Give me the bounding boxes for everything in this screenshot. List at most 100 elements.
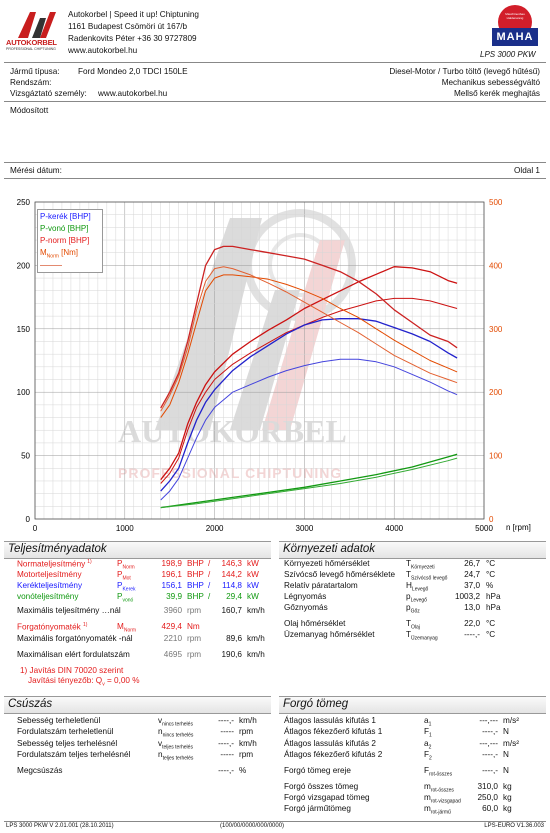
- mass-row-unit: N: [503, 750, 509, 759]
- perf-row-value-kw: 114,8: [222, 581, 242, 590]
- engine-desc: Diesel-Motor / Turbo töltő (levegő hűtés…: [389, 67, 540, 76]
- slip-row-unit: rpm: [239, 750, 254, 759]
- env-row-value: 1003,2: [454, 592, 480, 601]
- env-row-symbol: pLevegő: [406, 592, 427, 604]
- left-logo-text: AUTOKORBEL: [6, 38, 57, 47]
- perf-row-unit-bhp: BHP: [187, 559, 204, 568]
- series-line: [160, 453, 458, 509]
- perf-row-unit-kw: kW: [247, 570, 259, 579]
- din-line-2: Javítási tényezőb: Qv = 0,00 %: [28, 676, 140, 688]
- max-power-rpm-unit: rpm: [187, 606, 202, 615]
- slip-row-value: ----,-: [218, 766, 234, 775]
- drive-desc: Mellső kerék meghajtás: [453, 89, 540, 98]
- max-power-speed-unit: km/h: [247, 606, 265, 615]
- x-tick-label: 4000: [385, 524, 403, 533]
- series-line: [160, 297, 458, 484]
- company-line: Autokorbel | Speed it up! Chiptuning: [68, 10, 199, 19]
- slip-row-symbol: vteljes terhelés: [158, 739, 193, 751]
- env-row-symbol: TSzívócső levegő: [406, 570, 448, 582]
- watermark-bottom: PROFESSIONAL CHIPTUNING: [118, 465, 342, 481]
- max-torque-speed: 89,6: [226, 634, 242, 643]
- env-row-unit: °C: [486, 619, 496, 628]
- mass-row-value: 310,0: [477, 782, 499, 791]
- perf-row-symbol: PMot: [117, 570, 131, 582]
- perf-row-slash: /: [208, 592, 211, 601]
- max-torque-speed-unit: km/h: [247, 634, 265, 643]
- mass-row-value: ----,-: [482, 750, 498, 759]
- footer-center: (100/00/0000/000/0000): [220, 823, 285, 829]
- env-row-value: ----,-: [464, 630, 480, 639]
- perf-row-slash: /: [208, 559, 211, 568]
- vehicle-type-value: Ford Mondeo 2,0 TDCI 150LE: [78, 67, 188, 76]
- mass-row-label: Forgó vizsgapad tömeg: [284, 793, 370, 802]
- env-row-label: Környezeti hőmérséklet: [284, 559, 370, 568]
- y-right-tick-label: 500: [489, 198, 503, 207]
- mass-row-label: Átlagos fékezőerő kifutás 1: [284, 727, 383, 736]
- perf-row-label: Motorteljesítmény: [17, 570, 82, 579]
- plot-frame: [34, 201, 485, 520]
- chart-series: [160, 245, 458, 509]
- maha-emblem-icon: [492, 5, 538, 46]
- y-left-tick-label: 0: [26, 515, 31, 524]
- modified-label: Módosított: [10, 106, 49, 115]
- slip-row-value: -----: [220, 727, 234, 736]
- autokorbel-emblem-icon: [18, 12, 56, 38]
- torque-label: Forgatónyomaték 1): [17, 622, 88, 632]
- max-rpm-speed: 190,6: [221, 650, 243, 659]
- slip-row-value: -----: [220, 750, 234, 759]
- device-name: LPS 3000 PKW: [480, 50, 536, 59]
- web-line: www.autokorbel.hu: [68, 46, 138, 55]
- env-row-label: Relatív páratartalom: [284, 581, 358, 590]
- mass-row-symbol: a1: [424, 716, 432, 728]
- x-tick-label: 3000: [296, 524, 314, 533]
- env-row-unit: °C: [486, 630, 496, 639]
- env-row-label: Olaj hőmérséklet: [284, 619, 346, 628]
- slip-section-bar: Csúszás: [4, 696, 271, 714]
- env-row-symbol: pGőz: [406, 603, 420, 615]
- mass-title: Forgó tömeg: [283, 698, 349, 710]
- y-right-tick-label: 100: [489, 452, 503, 461]
- legend-entry: MNorm [Nm]: [40, 248, 79, 260]
- mass-row-unit: kg: [503, 793, 512, 802]
- slip-row-symbol: vnincs terhelés: [158, 716, 193, 728]
- x-tick-label: 0: [33, 524, 38, 533]
- max-rpm-speed-unit: km/h: [247, 650, 265, 659]
- perf-row-unit-bhp: BHP: [187, 570, 204, 579]
- mass-row-unit: N: [503, 727, 509, 736]
- footer-left: LPS 3000 PKW V 2.01.001 (28.10.2011): [6, 823, 114, 829]
- env-row-unit: °C: [486, 570, 496, 579]
- maha-logo: MAHA Maschinenbau Haldenwang LPS 3000 PK…: [478, 2, 548, 62]
- x-tick-label: 5000: [475, 524, 493, 533]
- env-row-symbol: TÜzemanyag: [406, 630, 438, 642]
- mass-row-unit: kg: [503, 782, 512, 791]
- env-row-value: 22,0: [464, 619, 480, 628]
- vehicle-type-label: Jármű típusa:: [10, 67, 60, 76]
- mass-row-value: ----,-: [482, 727, 498, 736]
- slip-row-unit: km/h: [239, 716, 257, 725]
- mass-row-value: ---,---: [479, 739, 498, 748]
- perf-row-value-kw: 29,4: [226, 592, 242, 601]
- mass-row-symbol: mrot-összes: [424, 782, 454, 794]
- env-row-label: Szívócső levegő hőmérséklete: [284, 570, 396, 579]
- max-rpm-label: Maximálisan elért fordulatszám: [17, 650, 130, 659]
- series-line: [160, 318, 458, 492]
- left-logo-sub: PROFESSIONAL CHIPTUNING: [6, 47, 56, 51]
- perf-row-unit-kw: kW: [247, 559, 259, 568]
- max-torque-label: Maximális forgatónyomaték -nál: [17, 634, 133, 643]
- env-row-symbol: TOlaj: [406, 619, 420, 631]
- y-left-tick-label: 200: [17, 261, 31, 270]
- max-power-label: Maximális teljesítmény …nál: [17, 606, 121, 615]
- series-line: [160, 274, 458, 418]
- slip-row-unit: km/h: [239, 739, 257, 748]
- perf-row-value-bhp: 39,9: [166, 592, 182, 601]
- legend-swatch: [40, 265, 62, 266]
- perf-row-value-kw: 146,3: [221, 559, 243, 568]
- max-power-speed: 160,7: [221, 606, 243, 615]
- perf-row-unit-kw: kW: [247, 581, 259, 590]
- mass-row-unit: m/s²: [503, 716, 519, 725]
- max-rpm-value: 4695: [163, 650, 182, 659]
- y-right-tick-label: 0: [489, 515, 494, 524]
- env-row-label: Légnyomás: [284, 592, 327, 601]
- slip-row-label: Megcsúszás: [17, 766, 63, 775]
- maha-logo-text: MAHA: [496, 31, 534, 43]
